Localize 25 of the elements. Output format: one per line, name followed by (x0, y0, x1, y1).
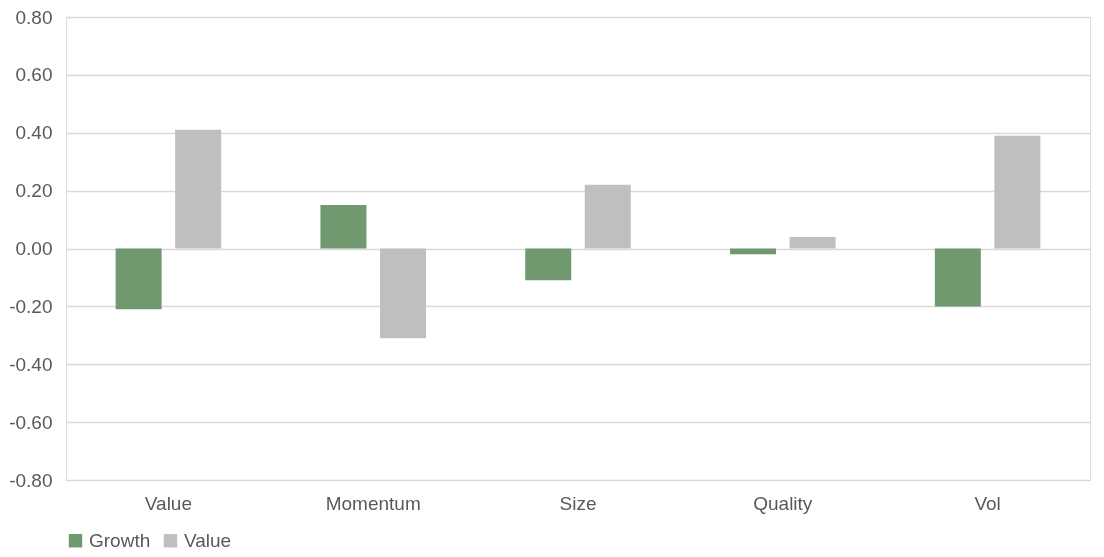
bar (320, 205, 367, 249)
y-tick-label: -0.80 (9, 469, 53, 491)
bar (379, 248, 426, 339)
bar (115, 248, 162, 310)
bar (789, 236, 836, 249)
legend-label: Growth (89, 529, 151, 551)
y-tick-label: -0.40 (9, 353, 53, 375)
legend-label: Value (184, 529, 232, 551)
y-tick-label: -0.20 (9, 295, 53, 317)
x-tick-label: Value (144, 492, 192, 514)
y-tick-label: -0.60 (9, 411, 53, 433)
x-tick-label: Vol (974, 492, 1001, 514)
bar (994, 135, 1041, 249)
bar (525, 248, 572, 281)
y-tick-label: 0.40 (15, 122, 53, 144)
x-tick-label: Size (559, 492, 597, 514)
x-tick-label: Quality (753, 492, 813, 514)
y-tick-label: 0.80 (15, 6, 53, 28)
x-tick-label: Momentum (325, 492, 421, 514)
y-tick-label: 0.20 (15, 180, 53, 202)
y-tick-label: 0.00 (15, 238, 53, 259)
bar (584, 184, 631, 249)
y-tick-label: 0.60 (15, 64, 53, 86)
bar (934, 248, 981, 307)
bar (175, 129, 222, 249)
